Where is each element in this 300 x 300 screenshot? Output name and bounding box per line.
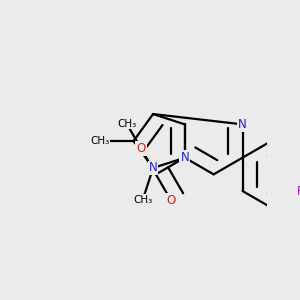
- Text: N: N: [238, 118, 247, 131]
- Text: F: F: [297, 184, 300, 197]
- Text: CH₃: CH₃: [133, 195, 152, 205]
- Text: O: O: [166, 194, 176, 207]
- Text: CH₃: CH₃: [117, 119, 136, 129]
- Text: CH₃: CH₃: [91, 136, 110, 146]
- Text: N: N: [149, 161, 158, 175]
- Text: O: O: [136, 142, 146, 155]
- Text: N: N: [180, 151, 189, 164]
